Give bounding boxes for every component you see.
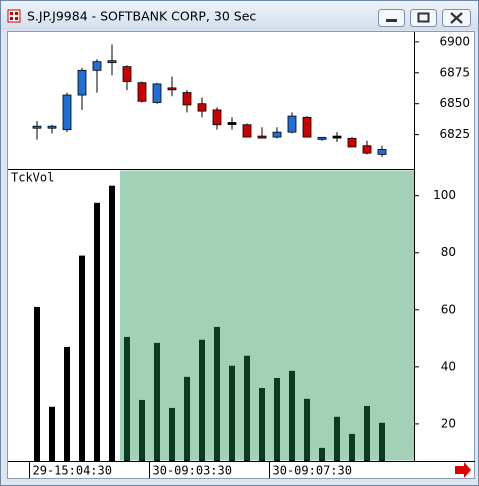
volume-bar	[289, 370, 295, 461]
volume-bar	[94, 202, 100, 461]
price-panel: 6825 6850 6875 6900	[32, 34, 470, 157]
volume-panel: 20 40 60 80 100	[34, 185, 456, 462]
volume-bar	[334, 416, 340, 461]
volume-bar	[214, 326, 220, 461]
volume-bar	[139, 399, 145, 461]
y-tick-label: 80	[441, 245, 456, 259]
y-tick-label: 60	[441, 302, 456, 316]
volume-bar	[319, 447, 325, 461]
x-tick-label: 29-15:04:30	[33, 464, 112, 478]
candle-body	[272, 131, 282, 138]
candle-body	[167, 87, 177, 91]
candle-body	[32, 125, 42, 129]
window-title: S.JP.J9984 - SOFTBANK CORP, 30 Sec	[27, 9, 256, 24]
volume-bar	[304, 398, 310, 461]
volume-bar	[259, 387, 265, 461]
candle-body	[347, 137, 357, 148]
candle-body	[77, 69, 87, 96]
candle-body	[182, 92, 192, 106]
y-tick-label: 20	[441, 416, 456, 430]
chart-area	[7, 31, 475, 479]
candle-body	[257, 135, 267, 139]
volume-bar	[379, 422, 385, 461]
volume-bar	[184, 376, 190, 461]
volume-bar	[64, 346, 70, 461]
volume-bar	[109, 185, 115, 462]
candle-body	[242, 124, 252, 138]
minimize-button[interactable]	[378, 9, 405, 27]
volume-bar	[79, 255, 85, 461]
x-tick-label: 30-09:03:30	[153, 464, 232, 478]
volume-bar	[49, 406, 55, 461]
candle-body	[137, 82, 147, 102]
y-tick-label: 100	[433, 188, 456, 202]
candle-body	[317, 136, 327, 140]
volume-bar	[349, 433, 355, 461]
candle-body	[107, 60, 117, 64]
volume-bar	[244, 355, 250, 461]
volume-bar	[229, 365, 235, 461]
volume-bar	[364, 405, 370, 461]
candle-body	[152, 83, 162, 103]
selection-shade	[120, 170, 414, 461]
candle-body	[212, 109, 222, 126]
y-tick-label: 40	[441, 359, 456, 373]
y-tick-label: 6900	[439, 34, 470, 48]
volume-bar	[124, 336, 130, 461]
x-axis: 29-15:04:30 30-09:03:30 30-09:07:30	[29, 462, 352, 478]
candle-body	[62, 94, 72, 131]
volume-bar	[169, 407, 175, 461]
volume-bar	[274, 377, 280, 461]
candle-body	[122, 66, 132, 82]
candle-body	[287, 115, 297, 133]
candle-body	[377, 149, 387, 155]
candle-body	[302, 116, 312, 138]
volume-bar	[154, 342, 160, 461]
volume-bar	[199, 339, 205, 461]
x-tick-label: 30-09:07:30	[273, 464, 352, 478]
candle-body	[197, 103, 207, 112]
candle-body	[362, 145, 372, 154]
candle-body	[92, 61, 102, 71]
y-tick-label: 6825	[439, 127, 470, 141]
candle-body	[332, 135, 342, 139]
close-button[interactable]	[442, 9, 471, 27]
y-tick-label: 6875	[439, 65, 470, 79]
scroll-right-arrow[interactable]	[455, 462, 471, 478]
candle-body	[47, 125, 57, 129]
y-tick-label: 6850	[439, 96, 470, 110]
volume-bar	[34, 306, 40, 461]
candle-body	[227, 122, 237, 125]
volume-title: TckVol	[11, 171, 54, 185]
maximize-button[interactable]	[410, 9, 437, 27]
app-icon	[7, 9, 21, 23]
